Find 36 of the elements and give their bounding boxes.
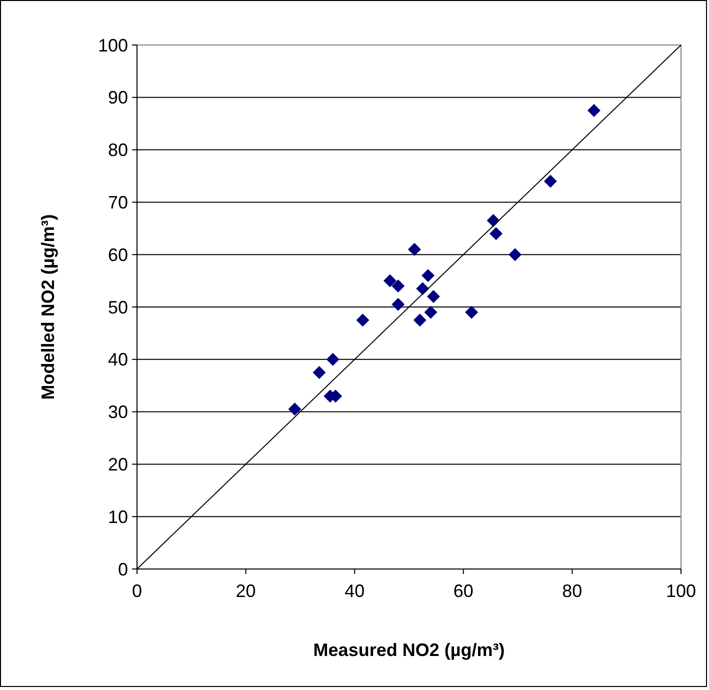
point xyxy=(326,352,340,366)
point xyxy=(392,298,405,311)
point xyxy=(392,280,405,293)
point xyxy=(426,290,440,304)
x-tick-label: 60 xyxy=(453,581,474,601)
y-tick-label: 10 xyxy=(108,506,128,527)
y-tick-label: 40 xyxy=(108,350,128,370)
point xyxy=(544,174,557,188)
y-tick-label: 30 xyxy=(108,402,128,422)
x-tick-label: 40 xyxy=(344,581,365,601)
y-tick-label: 90 xyxy=(108,88,128,108)
x-tick-label: 20 xyxy=(236,581,256,601)
y-tick-label: 0 xyxy=(118,559,128,580)
point xyxy=(465,306,478,319)
y-tick-label: 60 xyxy=(108,244,128,265)
y-axis-title: Modelled NO2 (µg/m³) xyxy=(38,214,58,400)
y-tick-label: 80 xyxy=(108,140,128,160)
y-tick-label: 50 xyxy=(108,297,128,318)
point xyxy=(413,314,426,327)
y-tick-label: 100 xyxy=(98,35,128,56)
point xyxy=(422,269,435,282)
x-axis-title: Measured NO2 (µg/m³) xyxy=(313,640,505,660)
point xyxy=(424,306,438,319)
point xyxy=(356,314,370,327)
point xyxy=(408,242,421,256)
point xyxy=(490,227,503,240)
point xyxy=(312,366,326,379)
y-tick-label: 70 xyxy=(108,192,128,212)
y-tick-label: 20 xyxy=(108,454,128,474)
x-tick-label: 100 xyxy=(666,581,696,601)
x-tick-label: 0 xyxy=(132,581,142,601)
x-tick-label: 80 xyxy=(562,581,582,601)
point xyxy=(288,402,302,416)
point xyxy=(383,274,396,288)
point xyxy=(587,104,600,117)
point xyxy=(508,248,522,262)
